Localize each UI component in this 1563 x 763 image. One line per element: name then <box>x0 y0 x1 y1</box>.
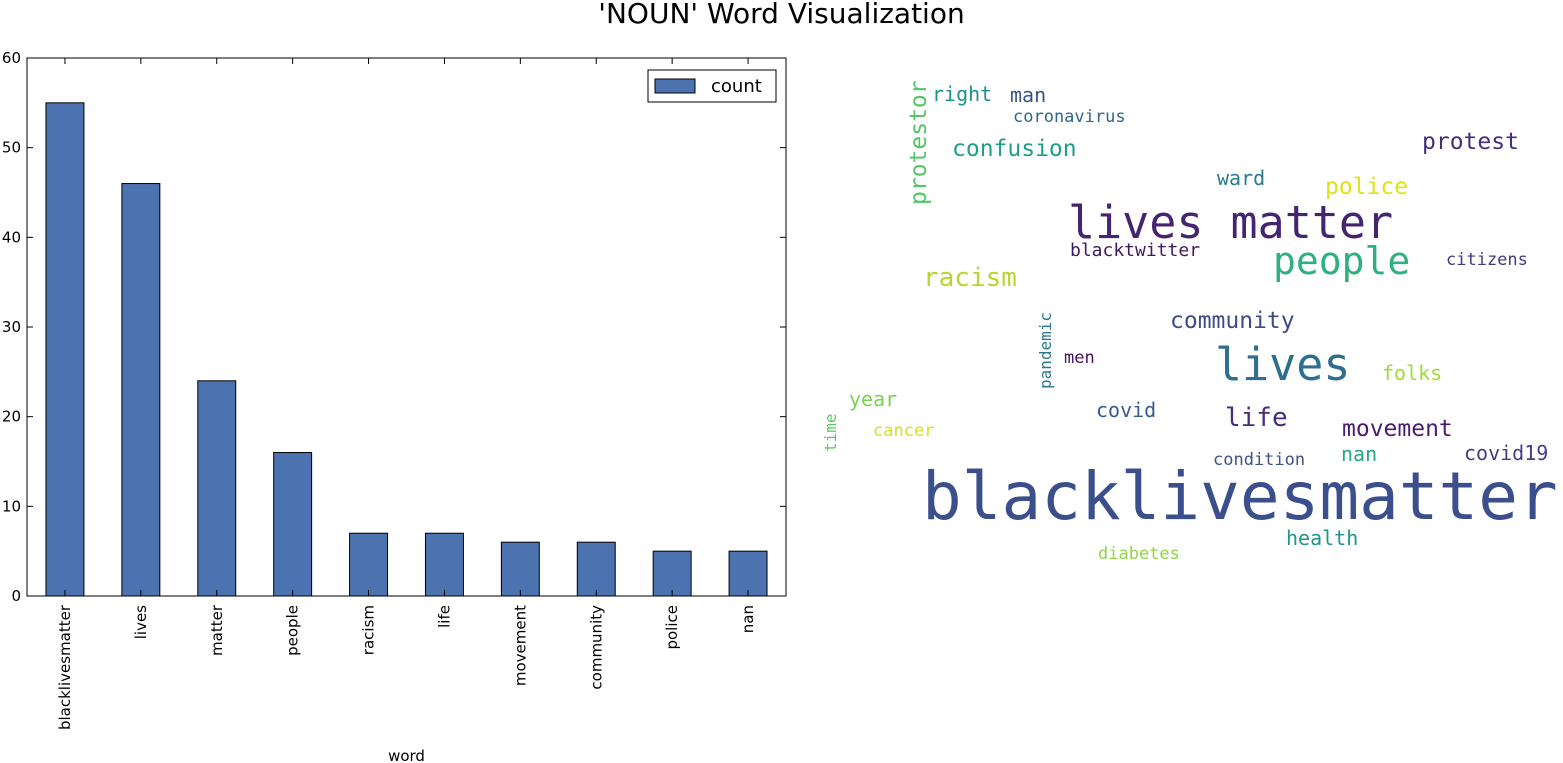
bar-chart: 0 10 20 30 40 50 60 blacklivesmatter lives matter… <box>2 49 787 763</box>
word-cloud-word: movement <box>1342 416 1453 442</box>
word-cloud-word: folks <box>1382 361 1443 385</box>
x-tick-label: racism <box>360 605 378 655</box>
word-cloud-word: right <box>932 82 993 106</box>
word-cloud-word: nan <box>1341 442 1378 466</box>
x-tick-label: matter <box>208 604 226 656</box>
y-tick-label: 40 <box>2 228 21 246</box>
word-cloud-word: condition <box>1213 450 1306 470</box>
word-cloud: blacklivesmatter lives matter lives people r… <box>810 60 1563 620</box>
bar <box>121 183 161 597</box>
bar <box>349 532 389 597</box>
bar <box>45 102 85 597</box>
y-tick-label: 50 <box>2 139 21 157</box>
bar <box>273 452 313 597</box>
word-cloud-word: man <box>1010 83 1047 107</box>
word-cloud-word: community <box>1170 308 1295 334</box>
word-cloud-word: racism <box>923 263 1017 293</box>
word-cloud-word: pandemic <box>1036 311 1055 389</box>
word-cloud-word: protest <box>1422 129 1519 155</box>
word-cloud-word: confusion <box>952 136 1077 162</box>
word-cloud-word: ward <box>1217 166 1266 190</box>
legend-box <box>647 69 777 103</box>
word-cloud-word: life <box>1225 403 1288 433</box>
word-cloud-word: covid19 <box>1464 441 1549 465</box>
x-axis-label: word <box>388 747 425 763</box>
x-tick-label: police <box>663 605 681 650</box>
bar <box>652 550 692 597</box>
word-cloud-word: time <box>821 413 840 452</box>
legend-swatch <box>654 78 696 94</box>
x-tick-label: nan <box>739 605 757 633</box>
legend-label: count <box>711 76 762 97</box>
y-tick-label: 0 <box>11 587 21 605</box>
word-cloud-word: lives <box>1215 338 1351 391</box>
word-cloud-word: diabetes <box>1098 544 1180 564</box>
word-cloud-word: lives matter <box>1068 196 1394 249</box>
page-title: 'NOUN' Word Visualization <box>598 0 965 30</box>
word-cloud-word: covid <box>1096 398 1157 422</box>
word-cloud-word: blacklivesmatter <box>922 458 1558 535</box>
word-cloud-word: blacktwitter <box>1070 240 1201 261</box>
word-cloud-word: people <box>1273 239 1411 283</box>
word-cloud-word: citizens <box>1446 250 1528 270</box>
word-cloud-word: health <box>1286 526 1359 550</box>
x-tick-label: blacklivesmatter <box>56 604 74 730</box>
word-cloud-word: men <box>1064 348 1095 368</box>
x-tick-label: movement <box>511 605 529 686</box>
y-tick-label: 20 <box>2 408 21 426</box>
x-tick-label: life <box>435 605 453 628</box>
bar <box>500 541 540 597</box>
bar <box>728 550 768 597</box>
x-tick-label: community <box>587 605 605 690</box>
word-cloud-word: cancer <box>873 421 935 441</box>
bar <box>576 541 616 597</box>
bar <box>197 380 237 597</box>
word-cloud-word: year <box>849 387 898 411</box>
word-cloud-word: police <box>1325 174 1409 200</box>
x-tick-label: lives <box>132 605 150 639</box>
x-tick-label: people <box>284 605 302 656</box>
y-tick-label: 10 <box>2 497 21 515</box>
y-tick-label: 60 <box>2 49 21 67</box>
y-tick-label: 30 <box>2 318 21 336</box>
bar <box>424 532 464 597</box>
word-cloud-word: protestor <box>906 80 932 205</box>
word-cloud-word: coronavirus <box>1013 107 1126 127</box>
